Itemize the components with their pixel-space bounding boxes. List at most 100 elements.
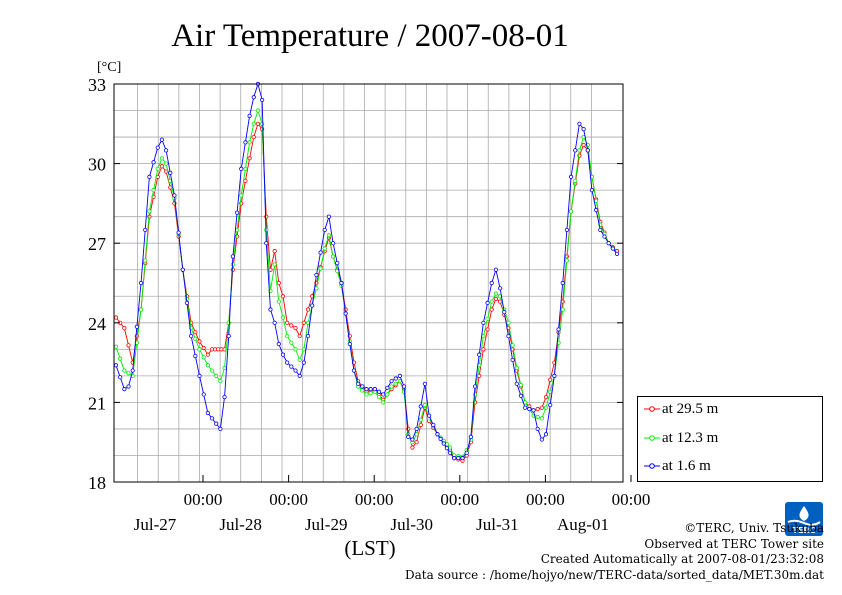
data-point (543, 394, 549, 400)
data-point (594, 198, 599, 203)
data-point (255, 121, 261, 126)
data-point (234, 210, 240, 215)
data-point (155, 166, 160, 172)
data-point (414, 426, 419, 432)
data-point (556, 327, 561, 332)
created-text: Created Automatically at 2007-08-01/23:3… (540, 552, 824, 566)
data-point (176, 230, 181, 235)
data-point (539, 405, 544, 410)
data-point (577, 121, 582, 126)
legend-marker-red-icon (644, 406, 660, 412)
data-point (305, 320, 311, 325)
data-point (506, 320, 511, 325)
data-point (568, 174, 574, 179)
data-point (214, 373, 219, 378)
data-point (276, 280, 281, 286)
data-point (276, 341, 281, 347)
data-point (159, 137, 165, 142)
data-point (126, 343, 131, 348)
data-point (134, 324, 139, 329)
data-point (543, 405, 549, 410)
data-point (122, 368, 127, 373)
data-point (397, 373, 402, 378)
data-point (343, 311, 348, 316)
x-tick-date: Jul-28 (219, 515, 262, 534)
data-point (564, 227, 570, 233)
data-point (164, 161, 169, 166)
data-point (118, 375, 123, 380)
data-point (247, 156, 252, 161)
data-point (372, 387, 377, 392)
data-point (272, 320, 277, 325)
data-point (393, 376, 398, 381)
data-point (447, 450, 453, 455)
data-point (438, 436, 443, 441)
credits: ©TERC, Univ. Tsukuba Observed at TERC To… (405, 521, 824, 583)
copyright-text: ©TERC, Univ. Tsukuba (684, 521, 824, 535)
data-point (477, 352, 482, 357)
legend: at 29.5 m at 12.3 m at 1.6 m (637, 396, 823, 482)
data-point (276, 299, 281, 304)
data-point (435, 432, 440, 437)
data-point (230, 254, 235, 259)
data-point (510, 357, 515, 363)
source-text: Data source : /home/hojyo/new/TERC-data/… (405, 567, 824, 582)
x-axis-label: (LST) (344, 536, 395, 560)
data-point (464, 450, 469, 455)
data-point (548, 389, 553, 394)
data-point (260, 121, 265, 126)
data-point (456, 456, 461, 461)
data-point (431, 422, 436, 428)
data-point (535, 414, 540, 420)
data-point (568, 209, 574, 214)
data-point (239, 166, 244, 172)
data-point (293, 326, 298, 331)
data-point (560, 307, 565, 312)
data-point (385, 392, 390, 397)
data-point (510, 343, 515, 348)
data-point (293, 368, 298, 373)
data-point (356, 381, 361, 386)
data-point (218, 379, 223, 384)
data-point (214, 421, 219, 426)
series-layer (113, 81, 620, 463)
legend-item-29-5m: at 29.5 m (638, 398, 822, 422)
data-point (427, 413, 432, 418)
data-point (151, 188, 156, 193)
data-point (602, 234, 607, 239)
data-point (481, 320, 486, 325)
data-point (598, 227, 603, 233)
axis-ticks: 18 21 24 27 30 33 00:00 Jul-27 00:00 Jul-28 00:00 J… (88, 75, 650, 534)
data-point (460, 456, 465, 461)
data-point (368, 391, 373, 396)
data-point (251, 134, 256, 140)
data-point (441, 441, 446, 446)
data-point (364, 392, 369, 397)
x-tick-time: 00:00 (269, 490, 308, 509)
data-point (393, 381, 398, 386)
series-line (115, 122, 618, 462)
data-point (301, 347, 306, 352)
data-point (381, 400, 386, 405)
data-point (285, 360, 290, 365)
data-point (280, 294, 286, 299)
grid (114, 84, 623, 482)
data-point (330, 241, 336, 246)
data-point (314, 272, 319, 278)
series-2 (113, 81, 620, 461)
data-point (489, 280, 494, 286)
data-point (297, 357, 302, 363)
data-point (385, 385, 390, 390)
data-point (164, 148, 169, 153)
data-point (493, 291, 499, 296)
data-point (577, 148, 582, 153)
data-point (243, 178, 248, 183)
data-point (610, 246, 615, 251)
data-point (289, 340, 294, 345)
data-point (268, 307, 273, 312)
observed-text: Observed at TERC Tower site (644, 536, 824, 551)
data-point (564, 258, 570, 263)
data-point (506, 333, 511, 339)
data-point (159, 156, 165, 161)
